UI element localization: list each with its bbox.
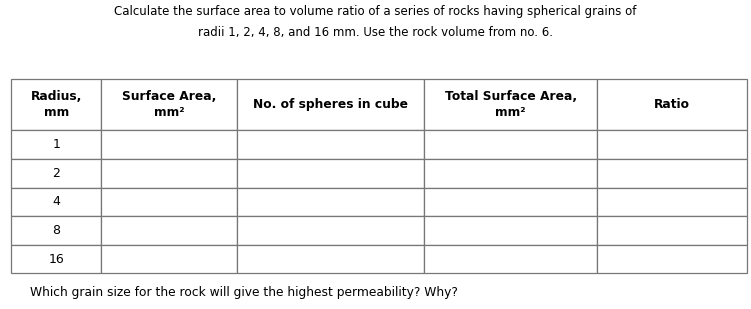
Bar — [11, 79, 101, 130]
Text: 1: 1 — [53, 138, 60, 151]
Bar — [237, 216, 424, 245]
Text: 8: 8 — [53, 224, 60, 237]
Bar — [237, 79, 424, 130]
Text: No. of spheres in cube: No. of spheres in cube — [253, 98, 408, 111]
Bar — [101, 159, 237, 188]
Text: Radius,
mm: Radius, mm — [31, 90, 82, 119]
Bar — [237, 188, 424, 216]
Bar — [424, 130, 597, 159]
Bar — [11, 130, 101, 159]
Bar — [597, 130, 747, 159]
Bar — [101, 245, 237, 273]
Bar — [597, 245, 747, 273]
Text: 4: 4 — [53, 195, 60, 209]
Bar — [101, 79, 237, 130]
Text: Total Surface Area,
mm²: Total Surface Area, mm² — [445, 90, 577, 119]
Bar — [597, 216, 747, 245]
Bar — [101, 130, 237, 159]
Bar — [11, 216, 101, 245]
Bar — [597, 188, 747, 216]
Text: Ratio: Ratio — [654, 98, 690, 111]
Bar — [424, 245, 597, 273]
Bar — [597, 159, 747, 188]
Bar — [237, 245, 424, 273]
Text: Calculate the surface area to volume ratio of a series of rocks having spherical: Calculate the surface area to volume rat… — [114, 5, 637, 18]
Bar — [11, 159, 101, 188]
Text: Which grain size for the rock will give the highest permeability? Why?: Which grain size for the rock will give … — [30, 286, 458, 298]
Bar — [424, 216, 597, 245]
Bar — [101, 188, 237, 216]
Bar — [101, 216, 237, 245]
Bar — [424, 159, 597, 188]
Bar — [237, 130, 424, 159]
Bar — [11, 245, 101, 273]
Text: radii 1, 2, 4, 8, and 16 mm. Use the rock volume from no. 6.: radii 1, 2, 4, 8, and 16 mm. Use the roc… — [198, 26, 553, 39]
Bar — [597, 79, 747, 130]
Bar — [424, 188, 597, 216]
Text: 2: 2 — [53, 167, 60, 180]
Text: Surface Area,
mm²: Surface Area, mm² — [122, 90, 216, 119]
Text: 16: 16 — [49, 253, 64, 266]
Bar — [424, 79, 597, 130]
Bar — [237, 159, 424, 188]
Bar — [11, 188, 101, 216]
